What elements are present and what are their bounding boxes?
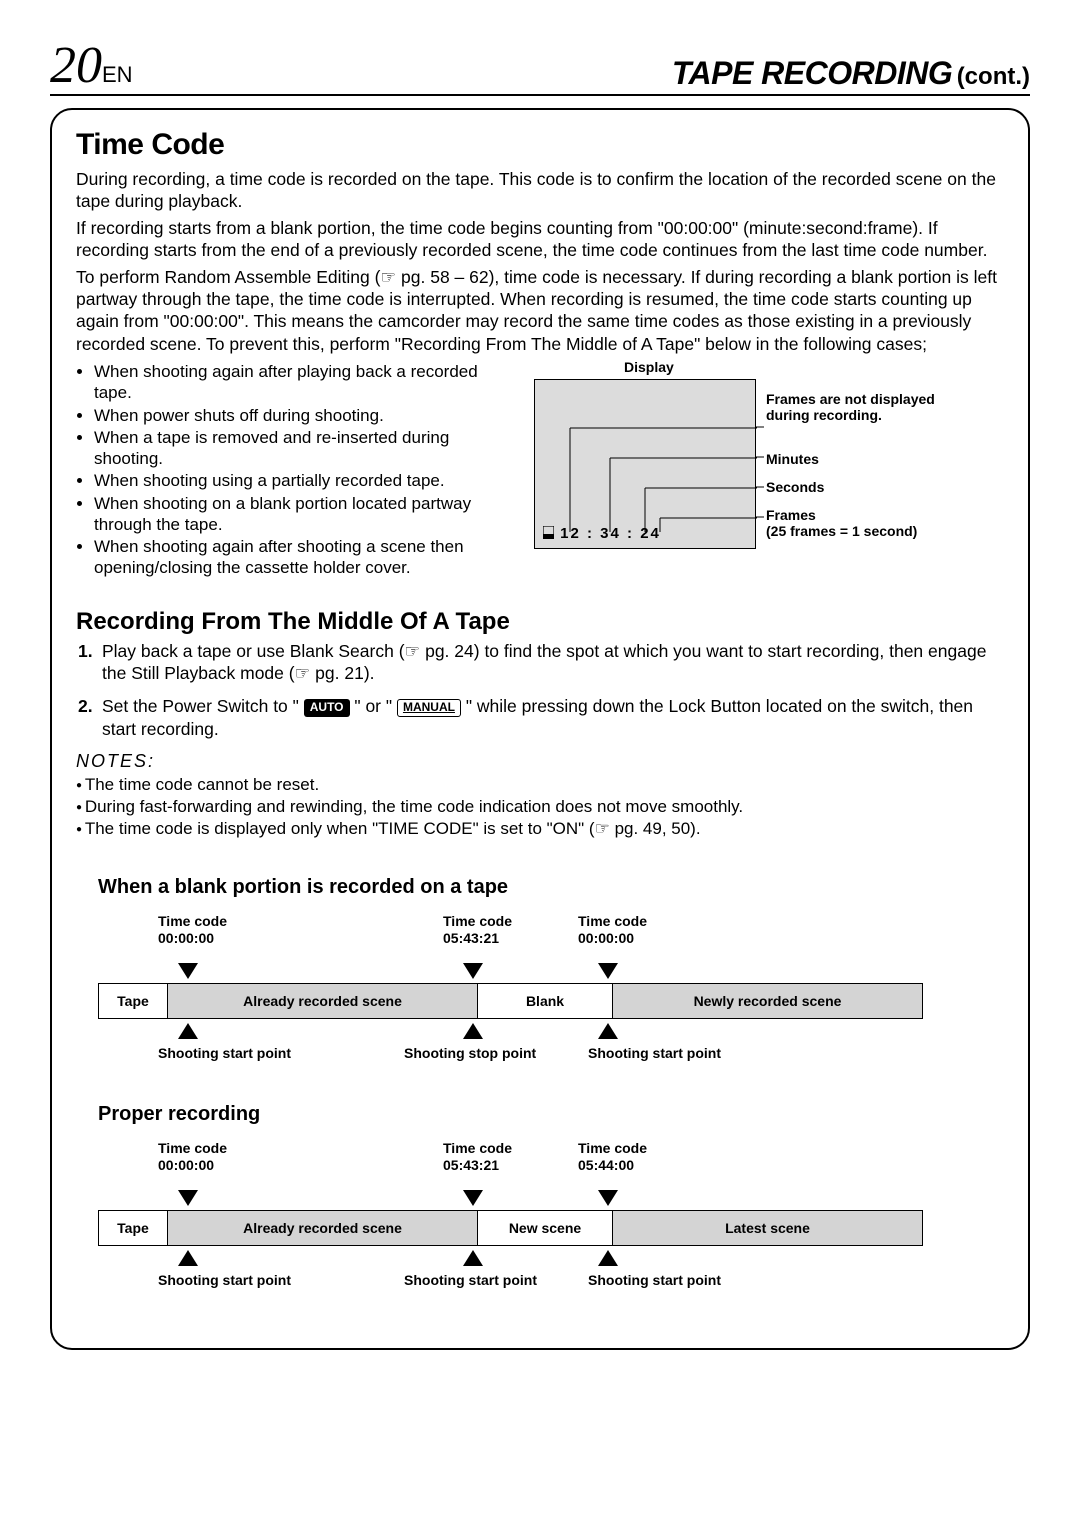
badge-auto: AUTO bbox=[304, 699, 350, 717]
shoot-label: Shooting start point bbox=[404, 1272, 537, 1288]
shoot-label: Shooting start point bbox=[588, 1045, 721, 1061]
step-text: Set the Power Switch to " bbox=[102, 696, 304, 716]
tc-label-value: 00:00:00 bbox=[578, 930, 634, 946]
arrow-down-icon bbox=[598, 1190, 618, 1206]
ref-icon: ☞ bbox=[295, 663, 311, 683]
tape-cell-recorded: Already recorded scene bbox=[168, 983, 478, 1019]
tape-icon bbox=[543, 526, 554, 539]
notes-heading: NOTES: bbox=[76, 751, 1004, 772]
arrow-up-icon bbox=[463, 1023, 483, 1039]
diagram2-title: Proper recording bbox=[98, 1103, 1004, 1126]
tc-label-text: Time code bbox=[158, 1140, 227, 1156]
lcd-time-value: 12 : 34 : 24 bbox=[560, 525, 661, 542]
step-item: Set the Power Switch to " AUTO " or " MA… bbox=[98, 695, 1004, 741]
shoot-label: Shooting stop point bbox=[404, 1045, 536, 1061]
tape-cell-label: Tape bbox=[98, 1210, 168, 1246]
section-title-timecode: Time Code bbox=[76, 128, 1004, 162]
tape-cell-blank: Blank bbox=[478, 983, 613, 1019]
bullet-column: When shooting again after playing back a… bbox=[76, 361, 516, 580]
tc-label: Time code05:43:21 bbox=[443, 1140, 512, 1174]
arrow-up-icon bbox=[463, 1250, 483, 1266]
arrow-down-icon bbox=[598, 963, 618, 979]
tape-cell-newscene: New scene bbox=[478, 1210, 613, 1246]
arrow-down-icon bbox=[178, 1190, 198, 1206]
tc-label: Time code05:44:00 bbox=[578, 1140, 647, 1174]
tape-cell-latest: Latest scene bbox=[613, 1210, 923, 1246]
bullet-item: When shooting again after playing back a… bbox=[94, 361, 516, 404]
shoot-label: Shooting start point bbox=[158, 1045, 291, 1061]
tc-label: Time code00:00:00 bbox=[158, 913, 227, 947]
tc-label: Time code00:00:00 bbox=[578, 913, 647, 947]
display-diagram: Display 12 : 34 : 24 bbox=[534, 361, 1004, 551]
step-text: Play back a tape or use Blank Search ( bbox=[102, 641, 405, 661]
ref-icon: ☞ bbox=[595, 819, 610, 838]
arrow-up-icon bbox=[598, 1250, 618, 1266]
page-header: 20EN TAPE RECORDING (cont.) bbox=[50, 40, 1030, 96]
para-3: To perform Random Assemble Editing (☞ pg… bbox=[76, 266, 1004, 356]
tc-label-text: Time code bbox=[578, 1140, 647, 1156]
section-title-recording-middle: Recording From The Middle Of A Tape bbox=[76, 608, 1004, 636]
page-number-value: 20 bbox=[50, 37, 102, 94]
arrow-down-icon bbox=[463, 963, 483, 979]
tc-label: Time code05:43:21 bbox=[443, 913, 512, 947]
lcd-time-text: 12 : 34 : 24 bbox=[543, 525, 661, 542]
arrow-down-icon bbox=[178, 963, 198, 979]
lcd-screen: 12 : 34 : 24 bbox=[534, 379, 756, 549]
bullet-item: When power shuts off during shooting. bbox=[94, 405, 516, 426]
ref-icon: ☞ bbox=[380, 267, 396, 287]
tc-label-text: Time code bbox=[443, 913, 512, 929]
tc-label-text: Time code bbox=[443, 1140, 512, 1156]
shoot-label: Shooting start point bbox=[158, 1272, 291, 1288]
para-2: If recording starts from a blank portion… bbox=[76, 217, 1004, 262]
bullet-item: When shooting again after shooting a sce… bbox=[94, 536, 516, 579]
para-1: During recording, a time code is recorde… bbox=[76, 168, 1004, 213]
header-title: TAPE RECORDING bbox=[672, 55, 952, 91]
tc-label-text: Time code bbox=[578, 913, 647, 929]
bullet-list: When shooting again after playing back a… bbox=[76, 361, 516, 579]
ref-icon: ☞ bbox=[405, 641, 421, 661]
tape-diagram-proper: Time code00:00:00 Time code05:43:21 Time… bbox=[98, 1140, 1004, 1320]
para-3a: To perform Random Assemble Editing ( bbox=[76, 267, 380, 287]
tc-label-value: 00:00:00 bbox=[158, 1157, 214, 1173]
bullet-item: When a tape is removed and re-inserted d… bbox=[94, 427, 516, 470]
tape-diagram-blank: Time code00:00:00 Time code05:43:21 Time… bbox=[98, 913, 1004, 1093]
badge-manual: MANUAL bbox=[397, 699, 461, 717]
diagram1-title: When a blank portion is recorded on a ta… bbox=[98, 876, 1004, 899]
tc-label-value: 05:43:21 bbox=[443, 1157, 499, 1173]
arrow-up-icon bbox=[598, 1023, 618, 1039]
tc-label-value: 05:43:21 bbox=[443, 930, 499, 946]
bullet-item: When shooting on a blank portion located… bbox=[94, 493, 516, 536]
arrow-up-icon bbox=[178, 1023, 198, 1039]
step-item: Play back a tape or use Blank Search (☞ … bbox=[98, 640, 1004, 686]
step-text: " or " bbox=[350, 696, 397, 716]
tc-label-value: 00:00:00 bbox=[158, 930, 214, 946]
note-item: The time code is displayed only when "TI… bbox=[76, 818, 1004, 840]
anno-leader-lines-icon bbox=[756, 361, 988, 551]
tape-cell-recorded: Already recorded scene bbox=[168, 1210, 478, 1246]
note-text: The time code is displayed only when "TI… bbox=[85, 819, 595, 838]
shoot-label: Shooting start point bbox=[588, 1272, 721, 1288]
page-number: 20EN bbox=[50, 40, 133, 92]
step-text: pg. 21). bbox=[310, 663, 374, 683]
tape-bar: Tape Already recorded scene New scene La… bbox=[98, 1210, 923, 1246]
tape-bar: Tape Already recorded scene Blank Newly … bbox=[98, 983, 923, 1019]
arrow-up-icon bbox=[178, 1250, 198, 1266]
tc-label-value: 05:44:00 bbox=[578, 1157, 634, 1173]
page-number-suffix: EN bbox=[102, 62, 133, 87]
note-item: During fast-forwarding and rewinding, th… bbox=[76, 796, 1004, 818]
arrow-down-icon bbox=[463, 1190, 483, 1206]
content-frame: Time Code During recording, a time code … bbox=[50, 108, 1030, 1350]
tc-label-text: Time code bbox=[158, 913, 227, 929]
bullet-item: When shooting using a partially recorded… bbox=[94, 470, 516, 491]
tape-cell-label: Tape bbox=[98, 983, 168, 1019]
note-text: pg. 49, 50). bbox=[610, 819, 701, 838]
notes-list: The time code cannot be reset. During fa… bbox=[76, 774, 1004, 840]
header-title-cont: (cont.) bbox=[957, 63, 1030, 90]
tape-cell-new: Newly recorded scene bbox=[613, 983, 923, 1019]
header-title-group: TAPE RECORDING (cont.) bbox=[672, 55, 1030, 92]
tc-label: Time code00:00:00 bbox=[158, 1140, 227, 1174]
note-item: The time code cannot be reset. bbox=[76, 774, 1004, 796]
display-caption: Display bbox=[624, 359, 674, 375]
steps-list: Play back a tape or use Blank Search (☞ … bbox=[76, 640, 1004, 741]
